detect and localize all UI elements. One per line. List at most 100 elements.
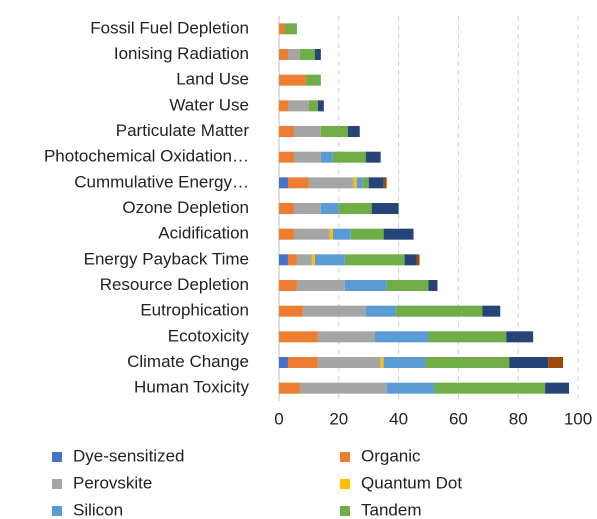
y-tick-label: Ozone Depletion — [122, 198, 249, 217]
bar-segment — [299, 382, 387, 394]
bar-segment — [347, 126, 360, 137]
bar-segment — [314, 49, 321, 60]
bar-segment — [279, 331, 318, 343]
bar-segment — [482, 305, 501, 317]
bar-segment — [320, 203, 339, 214]
bar-segment — [434, 382, 546, 394]
bar-segment — [293, 203, 321, 214]
bar-segment — [308, 100, 318, 112]
legend-label: Quantum Dot — [361, 473, 462, 492]
bar-segment — [344, 280, 387, 291]
bar-segment — [302, 305, 366, 317]
bar-segment — [293, 228, 330, 240]
bar-segment — [279, 280, 297, 291]
x-tick-label: 20 — [329, 409, 348, 428]
bar-segment — [332, 151, 366, 163]
legend-label: Perovskite — [73, 473, 152, 492]
bar-segment — [320, 151, 333, 163]
x-tick-label: 0 — [274, 409, 283, 428]
bar-segment — [350, 228, 384, 240]
y-tick-label: Ecotoxicity — [168, 326, 250, 345]
bar-segment — [338, 203, 372, 214]
legend-label: Organic — [361, 446, 421, 465]
bar-segment — [279, 49, 288, 60]
y-tick-label: Human Toxicity — [134, 378, 249, 397]
y-tick-label: Land Use — [176, 70, 249, 89]
bar-segment — [353, 177, 357, 189]
bar-segment — [386, 382, 435, 394]
bar-segment — [287, 177, 309, 189]
bar-segment — [279, 254, 288, 266]
bar-segment — [279, 177, 288, 189]
y-tick-label: Photochemical Oxidation… — [44, 147, 249, 166]
bar-segment — [296, 280, 345, 291]
legend-label: Tandem — [361, 500, 421, 519]
bar-segment — [374, 331, 429, 343]
bar-segment — [279, 151, 294, 163]
bar-segment — [425, 357, 510, 368]
bar-segment — [395, 305, 483, 317]
y-tick-label: Cummulative Energy… — [74, 172, 249, 191]
bar-segment — [279, 100, 288, 112]
legend-marker — [340, 479, 350, 489]
bar-segment — [383, 177, 387, 189]
bar-segment — [371, 203, 399, 214]
bar-segment — [279, 23, 285, 35]
legend-marker — [52, 506, 62, 516]
x-tick-label: 40 — [389, 409, 408, 428]
bar-segment — [356, 177, 363, 189]
bar-segment — [311, 254, 315, 266]
bar-segment — [296, 254, 312, 266]
legend-marker — [52, 452, 62, 462]
x-tick-label: 80 — [509, 409, 528, 428]
bar-segment — [279, 382, 300, 394]
bar-segment — [317, 100, 324, 112]
bar-segment — [329, 228, 333, 240]
bar-segment — [287, 100, 309, 112]
bar-segment — [386, 280, 429, 291]
bar-segment — [380, 357, 384, 368]
bar-segment — [279, 228, 294, 240]
legend-label: Silicon — [73, 500, 123, 519]
bar-segment — [506, 331, 534, 343]
bar-segment — [317, 331, 375, 343]
y-tick-label: Acidification — [158, 224, 249, 243]
legend-label: Dye-sensitized — [73, 446, 185, 465]
bar-segment — [428, 280, 438, 291]
y-tick-label: Energy Payback Time — [84, 249, 249, 268]
y-tick-label: Ionising Radiation — [114, 44, 249, 63]
bar-segment — [332, 228, 351, 240]
legend-marker — [52, 479, 62, 489]
bar-segment — [365, 305, 396, 317]
bar-segment — [416, 254, 420, 266]
bar-segment — [344, 254, 405, 266]
bar-segment — [287, 254, 297, 266]
bar-segment — [305, 74, 321, 86]
x-tick-label: 100 — [564, 409, 592, 428]
bar-segment — [308, 177, 354, 189]
bar-segment — [279, 203, 294, 214]
bar-segment — [299, 49, 315, 60]
bar-segment — [368, 177, 384, 189]
bar-segment — [428, 331, 507, 343]
bar-segment — [279, 126, 294, 137]
legend-marker — [340, 452, 350, 462]
bar-segment — [320, 126, 348, 137]
bar-segment — [548, 357, 564, 368]
bar-segment — [545, 382, 570, 394]
y-tick-label: Water Use — [169, 95, 249, 114]
x-tick-label: 60 — [449, 409, 468, 428]
bar-segment — [287, 49, 300, 60]
legend-marker — [340, 506, 350, 516]
bar-segment — [279, 74, 306, 86]
y-tick-label: Climate Change — [127, 352, 249, 371]
bar-segment — [383, 357, 426, 368]
y-tick-label: Particulate Matter — [116, 121, 250, 140]
bar-segment — [383, 228, 414, 240]
bar-segment — [293, 151, 321, 163]
bar-segment — [362, 177, 369, 189]
bar-segment — [287, 357, 318, 368]
y-tick-label: Resource Depletion — [100, 275, 249, 294]
bar-segment — [284, 23, 297, 35]
